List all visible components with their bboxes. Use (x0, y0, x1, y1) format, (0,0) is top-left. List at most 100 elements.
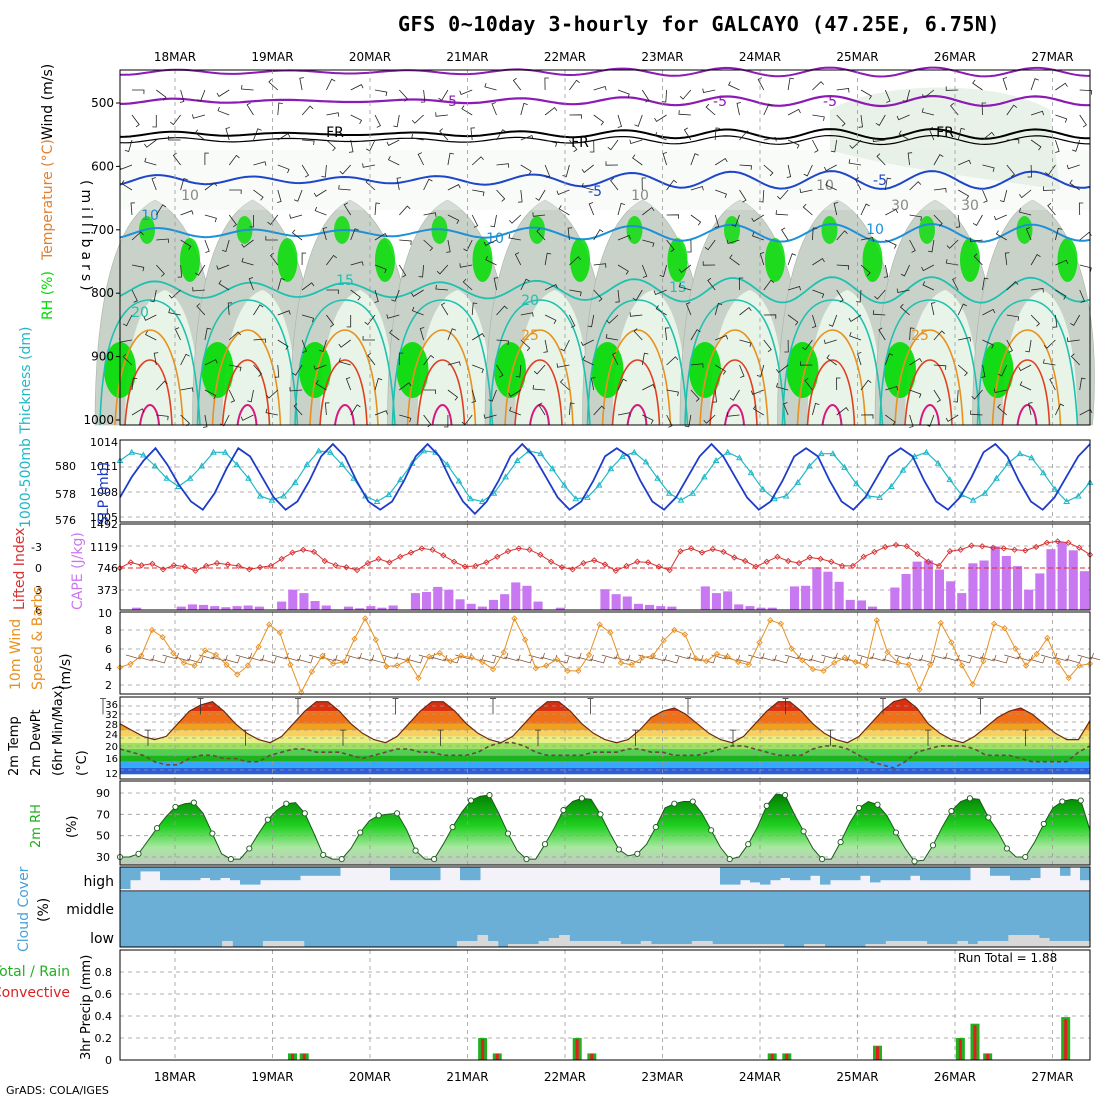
wind-barb (569, 314, 576, 328)
precip-tick-label: 0 (105, 1054, 112, 1067)
lifted-index-point (785, 557, 792, 565)
date-label-top: 27MAR (1031, 50, 1073, 64)
thickness-point (654, 474, 661, 481)
wind-barb (981, 364, 986, 378)
temp-band (120, 755, 1090, 762)
cape-bar (132, 607, 142, 610)
wind-speed-point (660, 637, 667, 644)
cloud-low-bar (763, 944, 774, 947)
cloud-low-bar (262, 941, 274, 947)
rh-point (209, 830, 216, 837)
wind-barb (739, 364, 745, 378)
wind-barb (192, 114, 206, 119)
wind-barb (1025, 227, 1032, 241)
thickness-point (233, 461, 241, 468)
thickness-point (221, 448, 229, 455)
surface-wind-barb (260, 656, 277, 664)
wind-speed-point (713, 650, 721, 658)
temp-side-label-group: (°C) (75, 750, 90, 776)
thickness-point (537, 450, 545, 457)
rh-point (615, 846, 622, 853)
rh-point (819, 856, 826, 863)
wind-barb (854, 177, 862, 191)
surface-wind-barb (809, 656, 826, 664)
wind-barb (253, 128, 262, 141)
cape-bar (511, 582, 521, 610)
wind-barb (955, 214, 961, 228)
wind-barb (569, 139, 578, 153)
lifted-index-point (407, 549, 415, 556)
contour-label: 10 (816, 178, 834, 194)
wind-barb (520, 164, 532, 175)
cloud-low-bar (640, 941, 652, 947)
wind-barb (593, 229, 604, 241)
cloud-low-bar (222, 941, 233, 947)
wind-barb (812, 81, 824, 91)
wind-barb (729, 389, 740, 401)
wind-speed-point (841, 654, 848, 661)
rh-point (227, 856, 234, 863)
surface-wind-barb (906, 654, 924, 662)
contour-label: FR (571, 135, 589, 151)
cloud-high-bar (720, 867, 731, 885)
rh-saturated-patch (862, 238, 883, 282)
thickness-point (151, 462, 159, 469)
wind-barb (1028, 402, 1033, 416)
wind-barb (1006, 339, 1013, 353)
thickness-point (513, 456, 521, 463)
thickness-point (829, 450, 837, 457)
wind-barb (569, 256, 582, 266)
wind-barb (204, 239, 210, 253)
temp-band (120, 761, 1090, 768)
wind-barb (301, 314, 315, 323)
rh-point (1040, 820, 1047, 827)
surface-wind-barb (882, 656, 899, 664)
cloud-low-bar (610, 941, 621, 947)
rh-tick-label: 70 (96, 808, 110, 821)
wind-barb (849, 332, 862, 341)
wind-speed-point (671, 626, 678, 634)
wind-barb (493, 277, 499, 291)
wind-barb (321, 164, 327, 178)
precip-convective-bar (770, 1053, 774, 1060)
cloud-high-bar (880, 867, 891, 881)
cape-bar (934, 569, 944, 610)
lifted-index-point (601, 561, 609, 568)
lifted-index-point (914, 550, 921, 558)
rh-point (578, 795, 585, 802)
wind-barb (374, 233, 388, 241)
wind-barb (439, 128, 449, 141)
isotherm-20 (976, 299, 1079, 426)
cape-bar (790, 586, 800, 610)
wind-barb (253, 304, 264, 316)
wind-barb (998, 364, 1008, 377)
cloud-axis-label: Cloud Cover (16, 866, 32, 952)
wind-barb (508, 233, 521, 241)
thickness-point (560, 481, 568, 488)
date-label-top: 20MAR (349, 50, 391, 64)
lifted-index-point (1000, 545, 1007, 552)
wind-barb (301, 282, 315, 291)
cape-bar (1046, 549, 1056, 610)
wind-barb (1079, 231, 1092, 241)
wind-speed-point (649, 652, 657, 659)
cape-axis-label: CAPE (J/kg) (70, 532, 86, 610)
wind-barb (849, 139, 862, 149)
wind-barb (151, 177, 157, 191)
cloud-high-bar (850, 867, 861, 881)
wind-barb (177, 264, 183, 278)
wind-axis-label: (m/s) (58, 653, 74, 690)
wind-barb (678, 282, 692, 291)
temp-band (120, 767, 1090, 775)
wind-barb (812, 402, 820, 416)
temp-band (120, 742, 1090, 750)
wind-barb (471, 389, 476, 403)
wind-barb (973, 253, 983, 266)
wind-barb (607, 139, 619, 151)
thickness-point (338, 461, 346, 468)
lifted-index-point (300, 546, 307, 553)
wind-speed-point (191, 662, 198, 669)
wind-barb (1055, 289, 1067, 300)
lifted-index-point (731, 554, 738, 561)
rh-saturated-patch (981, 342, 1014, 398)
